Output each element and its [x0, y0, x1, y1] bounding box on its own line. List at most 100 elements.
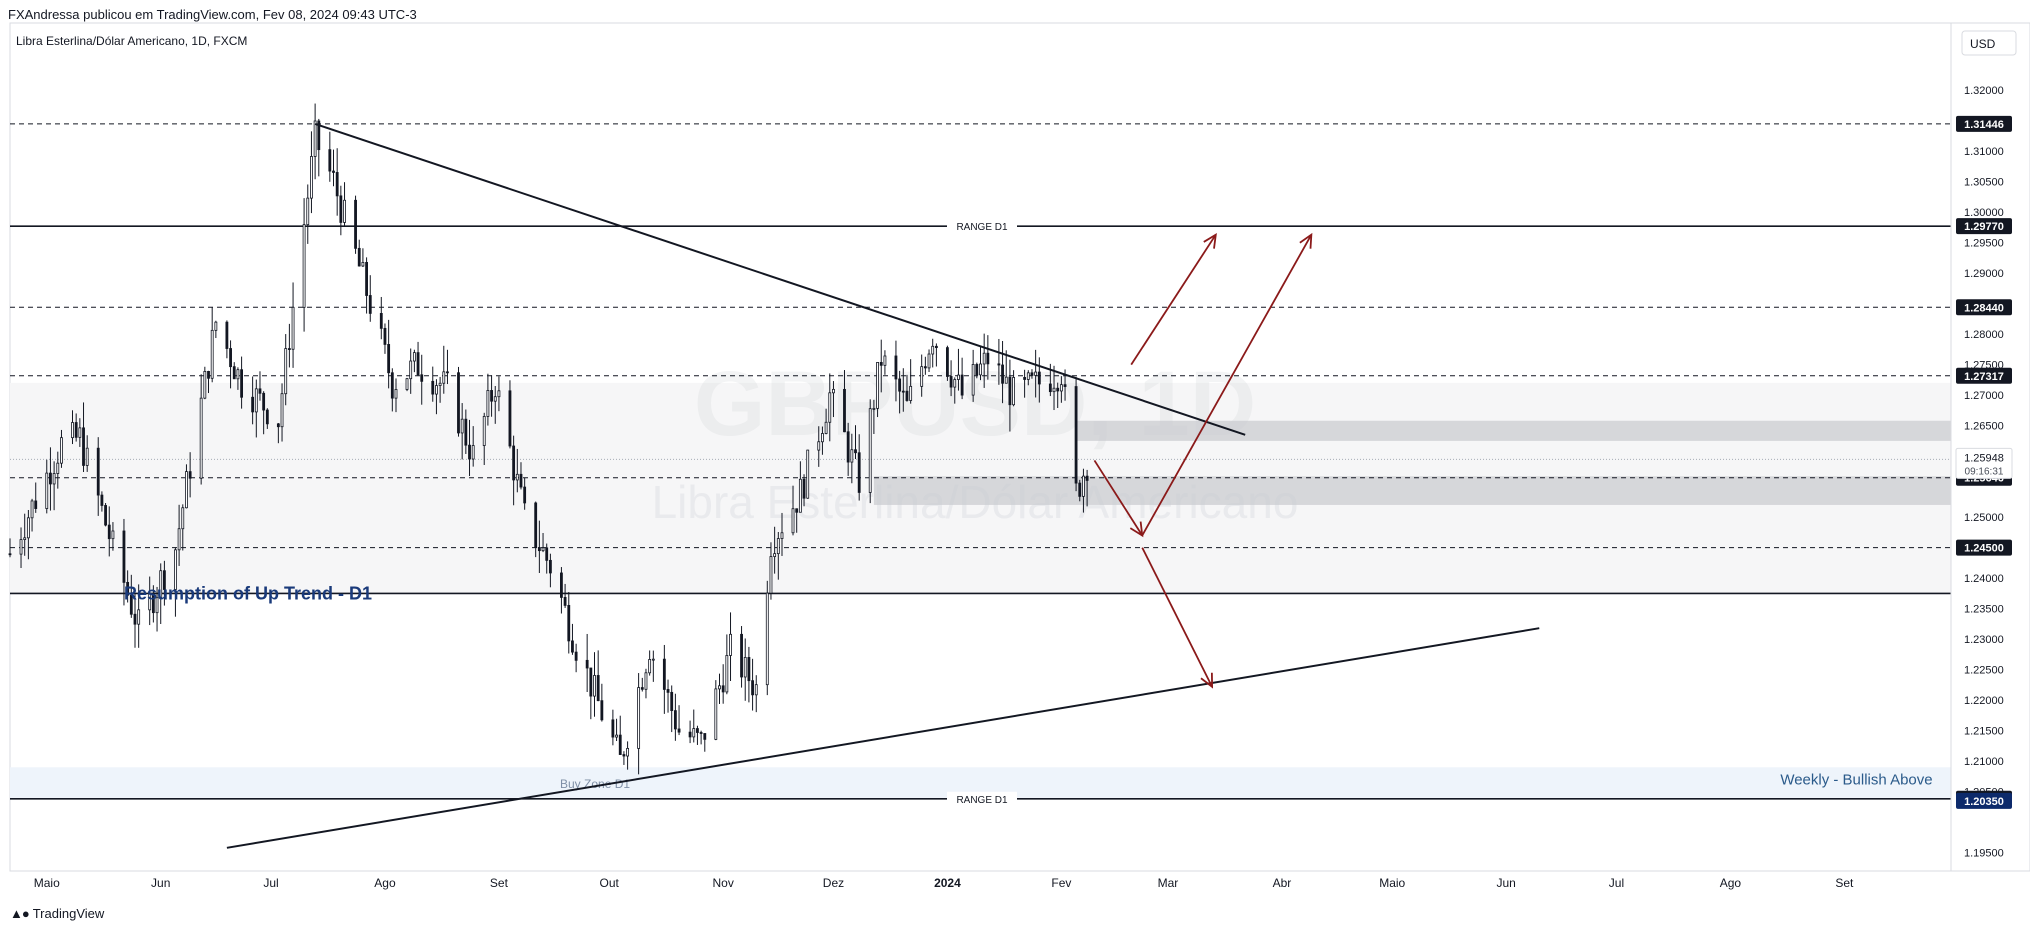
candle-body	[953, 379, 957, 388]
candle-body	[541, 547, 545, 552]
line-label: RANGE D1	[956, 795, 1008, 806]
candle-body	[181, 507, 185, 530]
candle-body	[1037, 371, 1041, 385]
candle-body	[824, 421, 828, 434]
x-axis[interactable]: Maio Jun Jul Ago Set Out Nov Dez 2024 Fev Mar Abr Ma…	[34, 876, 1854, 890]
candle-body	[560, 572, 563, 598]
price-label: 1.29770	[1964, 221, 2004, 233]
x-tick-label: Maio	[34, 876, 60, 890]
candle-body	[368, 295, 372, 314]
price-label-bg	[1956, 792, 2012, 809]
horizontal-lines-layer: RANGE D1 RANGE D1	[10, 123, 1951, 806]
footer-brand[interactable]: ▲● TradingView	[10, 906, 104, 921]
candle-body	[126, 581, 130, 596]
candle-body	[464, 418, 468, 446]
candle-body	[751, 680, 754, 696]
candle-body	[460, 418, 464, 434]
candle-body	[111, 530, 115, 540]
candle-body	[1008, 376, 1012, 406]
candle-body	[155, 597, 159, 614]
candle-body	[317, 120, 321, 151]
candle-body	[174, 549, 177, 590]
x-tick-label: Nov	[712, 876, 733, 890]
candle-body	[379, 313, 383, 329]
candle-body	[843, 388, 846, 433]
candle-body	[199, 397, 203, 479]
candle-body	[600, 700, 604, 721]
candle-body	[666, 689, 670, 693]
candle-body	[718, 685, 721, 690]
candle-body	[677, 728, 681, 733]
x-tick-label: Jun	[1497, 876, 1516, 890]
candle-body	[1078, 482, 1082, 497]
candle-body	[225, 321, 229, 349]
candle-body	[19, 539, 23, 555]
arrows-layer	[1093, 232, 1313, 689]
candle-body	[714, 688, 718, 740]
watermark-ticker: GBPUSD, 1D	[694, 353, 1256, 455]
candle-body	[435, 385, 438, 395]
candle-body	[137, 609, 141, 625]
candle-body	[699, 732, 703, 734]
candle-body	[159, 570, 163, 599]
candle-body	[832, 388, 835, 394]
candle-body	[45, 472, 49, 509]
candle-body	[254, 388, 258, 413]
zone-rect	[1076, 420, 1951, 441]
candle-body	[846, 431, 850, 463]
candle-body	[670, 691, 674, 712]
candle-body	[946, 347, 949, 377]
x-tick-label: Jul	[1609, 876, 1624, 890]
currency-box[interactable]	[1961, 30, 2017, 56]
candle-body	[390, 372, 394, 399]
candle-body	[148, 593, 152, 611]
candle-body	[232, 366, 236, 380]
candle-body	[986, 352, 990, 365]
publish-info: FXAndressa publicou em TradingView.com, …	[8, 7, 417, 22]
price-labels-layer: 1.314461.297701.284401.273171.256461.245…	[1955, 115, 2013, 809]
candle-body	[1030, 372, 1034, 376]
candle-body	[446, 371, 449, 374]
candle-body	[30, 500, 34, 519]
candle-body	[688, 731, 692, 738]
candle-body	[765, 592, 769, 686]
y-tick-label: 1.23000	[1964, 634, 2004, 646]
trendline	[314, 122, 1246, 436]
candle-body	[931, 345, 935, 355]
trendlines-layer	[226, 122, 1540, 849]
forecast-arrow	[1093, 459, 1144, 536]
candle-body	[265, 409, 269, 425]
y-tick-label: 1.19500	[1964, 848, 2004, 860]
candle-body	[162, 570, 166, 590]
candle-body	[122, 530, 126, 583]
candle-body	[780, 532, 784, 539]
candle-body	[721, 685, 725, 693]
forecast-arrow	[1130, 234, 1217, 366]
candle-body	[821, 433, 824, 443]
candle-body	[791, 508, 795, 534]
candle-body	[747, 657, 751, 682]
x-tick-label: Set	[490, 876, 509, 890]
candle-body	[537, 547, 541, 552]
candle-body	[357, 247, 361, 267]
candle-body	[850, 449, 854, 463]
candle-body	[905, 390, 909, 401]
candle-body	[383, 327, 387, 345]
x-tick-label: Mar	[1158, 876, 1179, 890]
annotations-layer: Resumption of Up Trend - D1 Weekly - Bull…	[124, 584, 1933, 789]
candle-body	[692, 728, 696, 738]
candle-body	[776, 538, 780, 555]
x-tick-label: Jul	[263, 876, 278, 890]
y-axis[interactable]: 1.32000 1.31000 1.30500 1.30000 1.29500 1.290…	[1964, 85, 2004, 860]
candle-body	[284, 348, 288, 395]
candle-body	[901, 390, 905, 393]
candle-body	[593, 675, 596, 697]
candle-body	[1048, 383, 1052, 393]
candles-layer	[8, 103, 1089, 775]
y-tick-label: 1.25000	[1964, 512, 2004, 524]
candle-body	[328, 149, 332, 172]
trendline	[226, 627, 1540, 849]
y-tick-label: 1.28000	[1964, 329, 2004, 341]
y-tick-label: 1.30500	[1964, 177, 2004, 189]
